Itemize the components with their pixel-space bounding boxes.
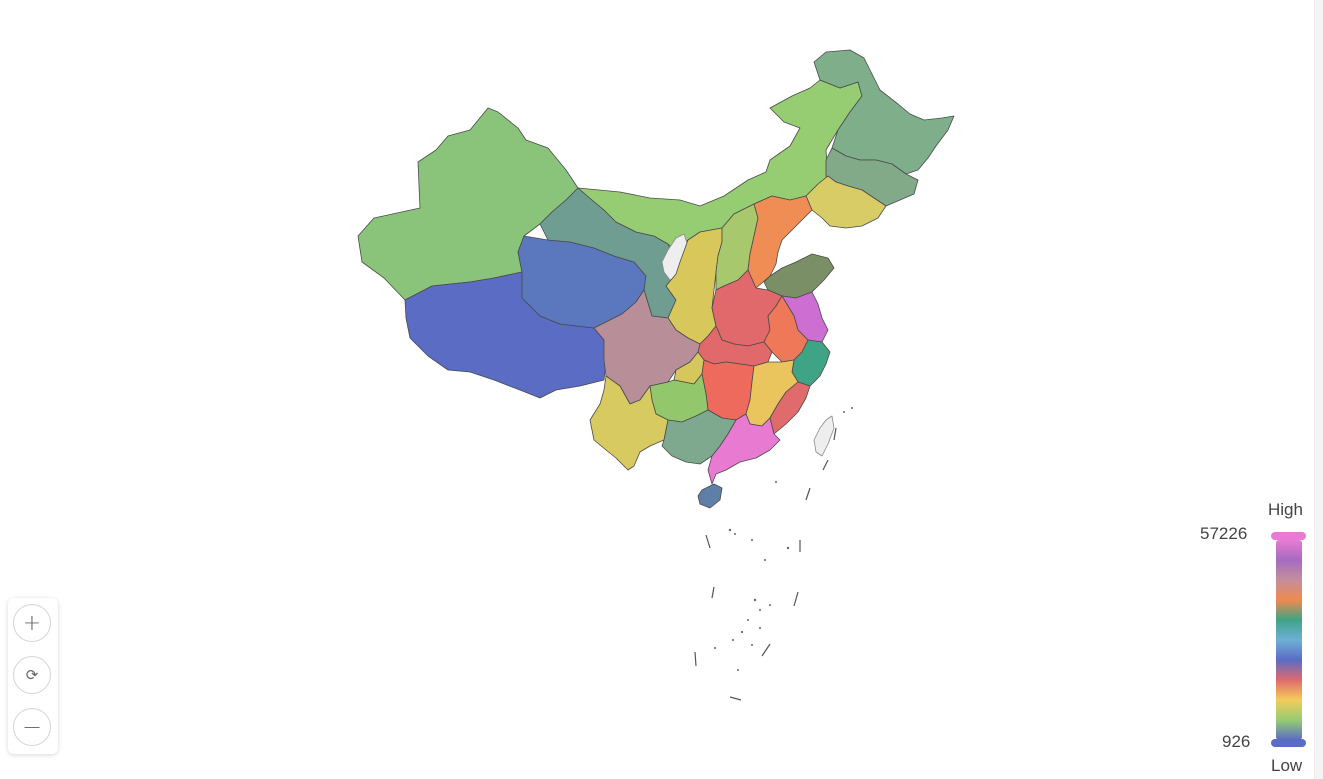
- nine-dash-line-segment: [694, 651, 697, 667]
- province-tibet[interactable]: [404, 271, 607, 399]
- province-heilongjiang[interactable]: [813, 49, 955, 175]
- reset-view-button[interactable]: ⟳: [13, 656, 51, 694]
- legend-high-label: High: [1268, 500, 1303, 519]
- nine-dash-line-segment: [729, 696, 742, 701]
- legend-max-value: 57226: [1200, 524, 1248, 543]
- province-liaoning[interactable]: [805, 175, 887, 229]
- south-china-sea-islands: [694, 407, 853, 701]
- province-hainan[interactable]: [697, 483, 723, 509]
- visual-map-legend: High 57226 926 Low: [1180, 495, 1315, 779]
- legend-low-label: Low: [1271, 756, 1303, 775]
- province-yunnan[interactable]: [589, 375, 669, 471]
- nine-dash-line-segment: [793, 591, 799, 607]
- nine-dash-line-segment: [711, 586, 715, 599]
- zoom-out-button[interactable]: −: [13, 708, 51, 746]
- legend-max-handle[interactable]: [1271, 532, 1306, 540]
- nine-dash-line-segment: [805, 487, 811, 501]
- scrollbar[interactable]: [1314, 0, 1323, 779]
- nine-dash-line-segment: [705, 534, 711, 549]
- province-guangdong[interactable]: [707, 413, 781, 485]
- refresh-icon: ⟳: [25, 666, 39, 684]
- legend-color-gradient[interactable]: [1276, 540, 1302, 740]
- legend-min-handle[interactable]: [1271, 739, 1306, 747]
- plus-icon: +: [22, 610, 42, 636]
- province-taiwan[interactable]: [813, 415, 835, 457]
- zoom-controls: + ⟳ −: [8, 598, 58, 754]
- minus-icon: −: [21, 713, 43, 741]
- zoom-in-button[interactable]: +: [13, 604, 51, 642]
- province-hebei[interactable]: [747, 195, 813, 289]
- nine-dash-line-segment: [822, 459, 829, 471]
- nine-dash-line-segment: [761, 643, 771, 657]
- legend-min-value: 926: [1222, 732, 1251, 751]
- nine-dash-line-segment: [833, 427, 837, 441]
- province-fujian[interactable]: [769, 381, 811, 435]
